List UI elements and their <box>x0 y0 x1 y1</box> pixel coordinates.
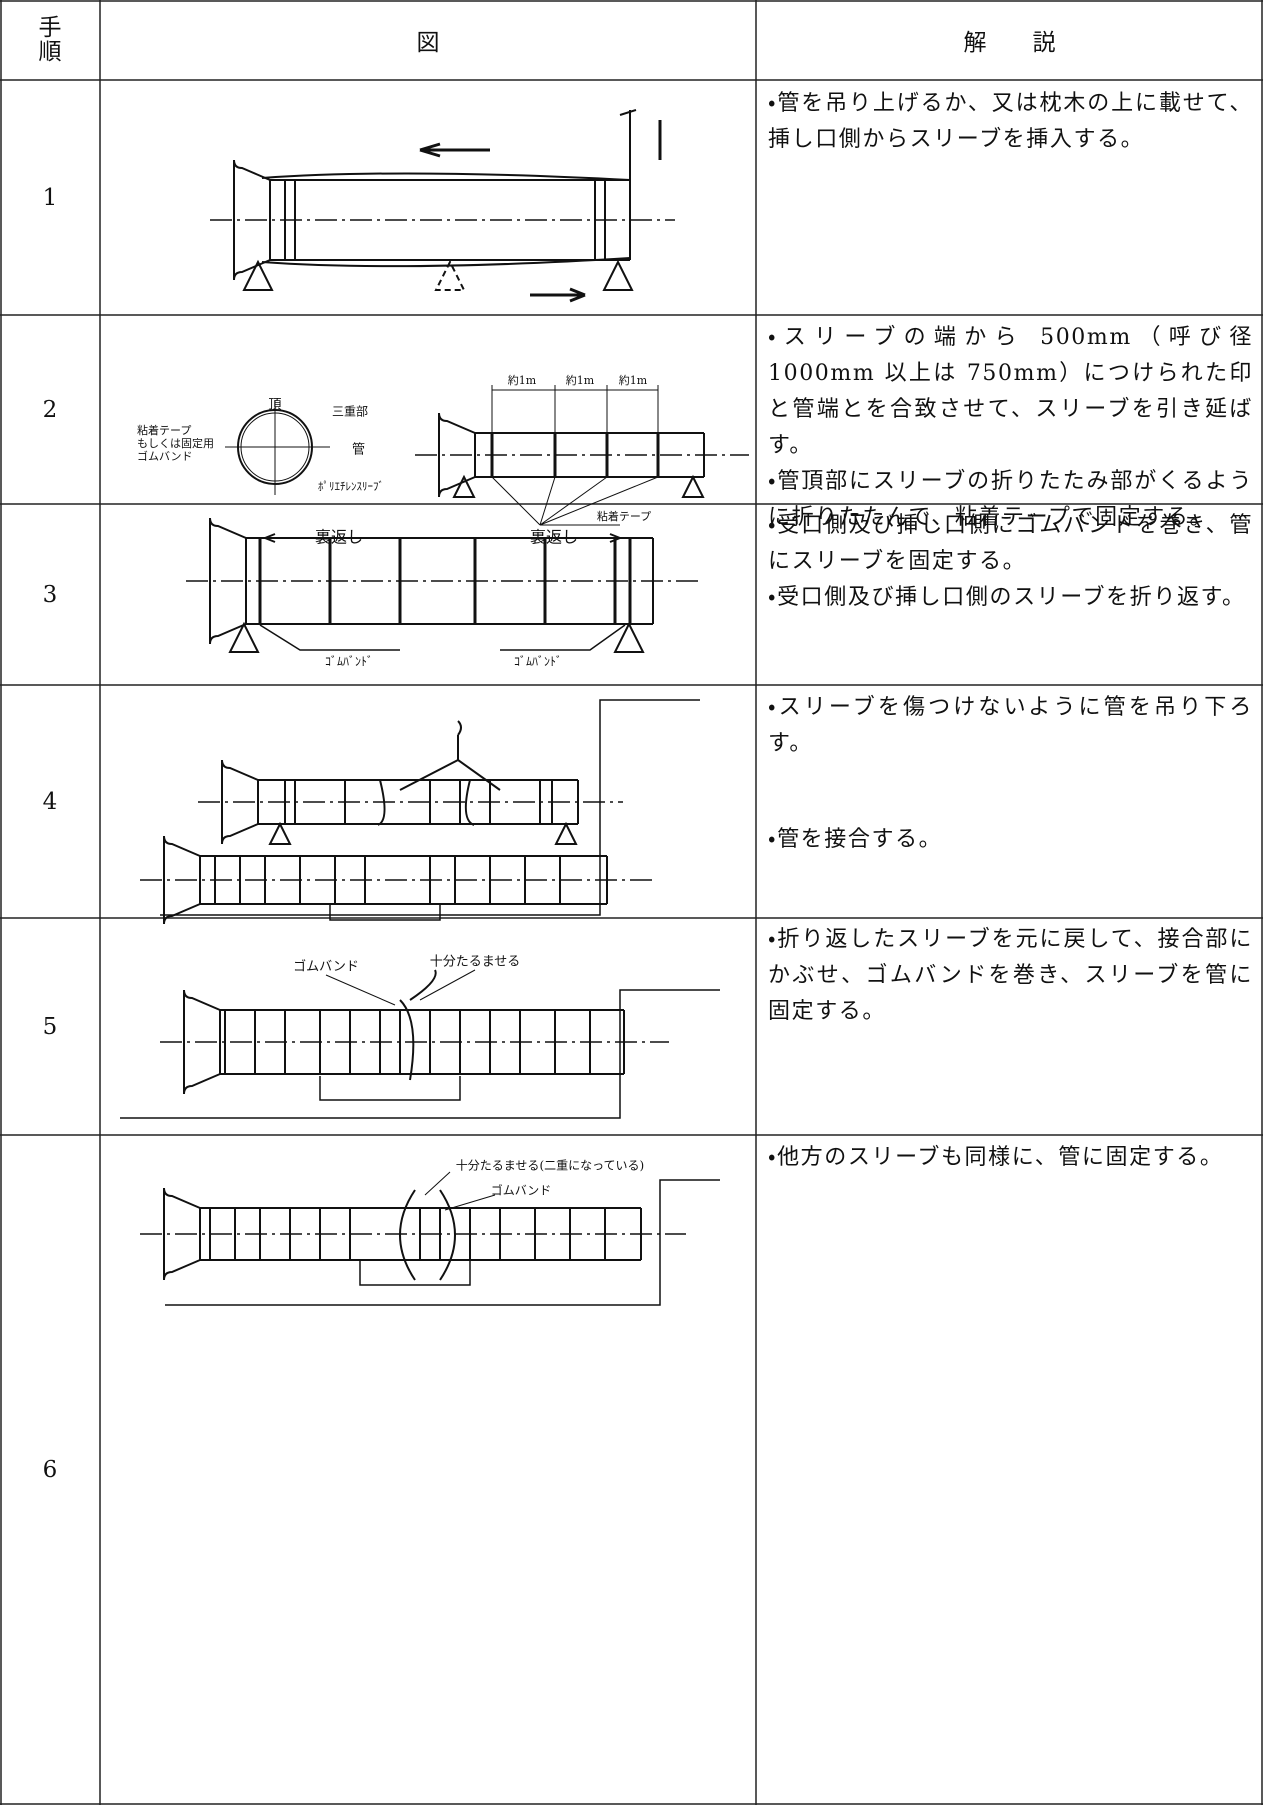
figure-label: ゴムバンド <box>293 959 359 975</box>
figure-label: 十分たるませる(二重になっている) <box>456 1159 644 1173</box>
figure-label: 粘着テープ <box>137 423 191 437</box>
header-step: 手順 <box>38 14 62 65</box>
step-number: 2 <box>42 396 58 423</box>
drawing-line <box>619 109 637 180</box>
figure-label: もしくは固定用 <box>137 437 214 450</box>
description-text: ・スリーブの端から 500mm（呼び径 1000mm 以上は 750mm）につけ… <box>768 325 1253 458</box>
figure-label: 粘着テープ <box>597 509 651 523</box>
figure-label: 約1m <box>619 373 648 387</box>
description-cell: ・管を接合する。 <box>756 822 1263 858</box>
description-text: ・管を接合する。 <box>768 827 943 852</box>
description-cell: ・他方のスリーブも同様に、管に固定する。 <box>756 1140 1263 1176</box>
description-text: ・スリーブを傷つけないように管を吊り下ろす。 <box>768 695 1253 756</box>
description-text: ・管頂部にスリーブの折りたたみ部がくるように折りたたんで、粘着テープで固定する。 <box>768 469 1253 530</box>
drawing-line <box>359 1260 471 1286</box>
drawing-line <box>613 621 645 653</box>
step-number: 3 <box>42 581 58 608</box>
drawing-line <box>438 412 476 498</box>
drawing-line <box>554 821 578 845</box>
description-cell: ・折り返したスリーブを元に戻して、接合部にかぶせ、ゴムバンドを巻き、スリーブを管… <box>756 922 1263 1030</box>
drawing-line <box>163 835 201 925</box>
drawing-line <box>228 621 260 653</box>
drawing-line <box>424 1171 496 1211</box>
drawing-line <box>183 989 221 1095</box>
figure-label: 頂 <box>268 398 281 413</box>
drawing-line <box>221 759 259 845</box>
drawing-line <box>165 1179 720 1306</box>
drawing-line <box>264 533 290 543</box>
drawing-line <box>319 1076 461 1101</box>
step-number: 1 <box>42 184 58 211</box>
description-text: ・他方のスリーブも同様に、管に固定する。 <box>768 1145 1224 1170</box>
drawing-line <box>268 821 292 845</box>
drawing-line <box>209 517 247 645</box>
drawing-line <box>681 474 705 498</box>
drawing-line <box>377 779 475 826</box>
drawing-line <box>259 624 626 651</box>
drawing-line <box>399 720 501 791</box>
drawing-line <box>491 476 659 526</box>
drawing-line <box>329 905 441 921</box>
description-text: ・管を吊り上げるか、又は枕木の上に載せて、挿し口側からスリーブを挿入する。 <box>768 91 1253 152</box>
header-figure: 図 <box>416 30 440 56</box>
drawing-line <box>163 1187 201 1281</box>
description-cell: ・スリーブを傷つけないように管を吊り下ろす。 <box>756 690 1263 762</box>
figure-label: ゴムバンド <box>491 1183 552 1198</box>
figure-label: ﾎﾟﾘｴﾁﾚﾝｽﾘｰﾌﾞ <box>318 480 384 493</box>
drawing-line <box>530 287 586 303</box>
drawing-line <box>233 159 271 281</box>
drawing-line <box>434 259 466 291</box>
figure-label: ｺﾞﾑﾊﾞﾝﾄﾞ <box>514 655 562 669</box>
description-cell: ・受口側及び挿し口側のスリーブを折り返す。 <box>756 580 1263 616</box>
drawing-line <box>595 533 621 543</box>
figure-label: 管 <box>352 443 365 458</box>
description-text: ・受口側及び挿し口側のスリーブを折り返す。 <box>768 585 1246 610</box>
drawing-line <box>399 969 437 1081</box>
figure-label: 約1m <box>566 373 595 387</box>
step-number: 6 <box>42 1457 58 1483</box>
figure-label: ｺﾞﾑﾊﾞﾝﾄﾞ <box>325 655 373 669</box>
header-step-cell: 手順 <box>0 0 100 80</box>
figure-label: 裏返し <box>315 528 363 547</box>
drawing-line <box>261 172 631 268</box>
drawing-line <box>602 259 634 291</box>
header-description: 解 説 <box>963 30 1056 56</box>
description-cell: ・管頂部にスリーブの折りたたみ部がくるように折りたたんで、粘着テープで固定する。 <box>756 464 1263 536</box>
drawing-line <box>419 142 490 158</box>
figure-label: 十分たるませる <box>430 955 521 970</box>
drawing-line <box>325 969 476 1006</box>
figure-label: 三重部 <box>332 405 368 419</box>
drawing-line <box>225 400 330 495</box>
step-number: 5 <box>42 1013 58 1040</box>
figure-label: 裏返し <box>530 528 578 547</box>
description-cell: ・スリーブの端から 500mm（呼び径 1000mm 以上は 750mm）につけ… <box>756 320 1263 464</box>
description-cell: ・受口側及び挿し口側にゴムバンドを巻き、管にスリーブを固定する。 <box>756 508 1263 580</box>
figure-label: ゴムバンド <box>137 449 193 463</box>
drawing-line <box>491 385 659 433</box>
step-number: 4 <box>42 788 58 815</box>
drawing-line <box>452 474 476 498</box>
drawing-line <box>160 699 700 916</box>
description-cell: ・管を吊り上げるか、又は枕木の上に載せて、挿し口側からスリーブを挿入する。 <box>756 86 1263 158</box>
description-text: ・受口側及び挿し口側にゴムバンドを巻き、管にスリーブを固定する。 <box>768 513 1253 574</box>
figure-label: 約1m <box>508 373 537 387</box>
drawing-line <box>399 1189 456 1281</box>
description-text: ・折り返したスリーブを元に戻して、接合部にかぶせ、ゴムバンドを巻き、スリーブを管… <box>768 927 1253 1024</box>
drawing-line <box>120 989 720 1119</box>
drawing-line <box>242 259 274 291</box>
